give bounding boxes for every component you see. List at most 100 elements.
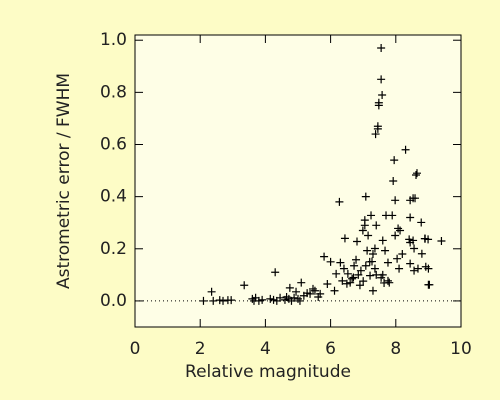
y-tick-label: 0.8 <box>100 82 127 102</box>
plot-frame <box>134 34 462 328</box>
y-tick-label: 0.0 <box>100 291 127 311</box>
point <box>412 171 421 180</box>
point <box>406 259 415 268</box>
point <box>398 250 407 258</box>
x-tick-label: 6 <box>325 339 336 359</box>
point <box>366 271 375 280</box>
y-tick-label: 0.6 <box>100 135 127 155</box>
point <box>358 226 367 235</box>
plot-area <box>135 35 461 327</box>
point <box>285 283 294 292</box>
point <box>383 276 392 285</box>
x-axis-label: Relative magnitude <box>185 362 351 382</box>
y-tick-label: 1.0 <box>100 30 127 50</box>
point <box>410 244 419 253</box>
point <box>401 145 410 154</box>
point <box>339 264 348 273</box>
point <box>417 218 426 227</box>
point <box>371 130 380 139</box>
point <box>336 258 345 267</box>
point <box>381 246 390 255</box>
x-tick-label: 0 <box>130 339 141 359</box>
point <box>359 277 368 286</box>
point <box>413 264 422 273</box>
point <box>338 276 347 285</box>
point <box>437 236 446 245</box>
point <box>374 98 383 107</box>
point <box>373 124 382 133</box>
point <box>388 211 397 220</box>
point <box>209 296 218 305</box>
point <box>199 296 208 305</box>
y-tick-label: 0.4 <box>100 187 127 207</box>
point <box>258 295 267 304</box>
point <box>240 281 249 290</box>
point <box>363 246 372 255</box>
point <box>292 287 301 296</box>
point <box>377 44 386 53</box>
point <box>323 279 332 288</box>
point <box>306 289 315 298</box>
point <box>326 257 335 266</box>
point <box>352 255 361 264</box>
point <box>378 90 387 99</box>
point <box>227 296 236 305</box>
point <box>378 236 387 245</box>
point <box>276 293 285 302</box>
point <box>353 237 362 246</box>
point <box>411 194 420 203</box>
point <box>424 235 433 244</box>
point <box>425 280 434 289</box>
point <box>390 156 399 165</box>
point <box>391 196 400 205</box>
point <box>383 258 392 267</box>
point <box>290 293 299 302</box>
point <box>361 192 370 201</box>
y-tick-label: 0.2 <box>100 239 127 259</box>
point <box>360 216 369 225</box>
x-tick-label: 2 <box>195 339 206 359</box>
point <box>406 213 415 222</box>
point <box>335 197 344 206</box>
point <box>424 264 433 273</box>
point <box>207 287 216 296</box>
x-tick-label: 8 <box>390 339 401 359</box>
point <box>219 296 228 305</box>
point <box>350 261 359 270</box>
point <box>370 264 379 273</box>
point <box>354 270 363 279</box>
point <box>395 264 404 273</box>
point <box>310 286 319 295</box>
point <box>368 250 377 258</box>
point <box>377 75 386 84</box>
point <box>378 270 387 279</box>
point <box>393 254 402 263</box>
point <box>364 231 373 240</box>
point <box>367 211 376 220</box>
x-tick-label: 4 <box>260 339 271 359</box>
point <box>355 281 364 290</box>
point <box>320 252 329 261</box>
point <box>368 286 377 295</box>
point <box>412 169 421 178</box>
point <box>372 221 381 230</box>
point <box>349 273 358 282</box>
x-tick-label: 10 <box>450 339 472 359</box>
point <box>356 266 365 275</box>
point <box>316 289 325 298</box>
point <box>343 269 352 278</box>
point <box>396 226 405 235</box>
point <box>417 249 426 258</box>
point <box>361 261 370 270</box>
y-axis-label: Astrometric error / FWHM <box>54 73 74 289</box>
point <box>409 236 418 245</box>
point <box>330 286 339 295</box>
point <box>385 278 394 287</box>
point <box>348 274 357 283</box>
point <box>370 244 379 253</box>
point <box>271 268 280 277</box>
point <box>340 234 349 243</box>
point <box>391 231 400 240</box>
point <box>295 296 304 305</box>
